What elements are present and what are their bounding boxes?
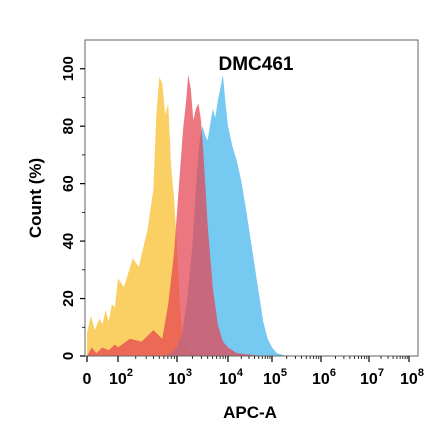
- x-tick-label: 105: [263, 367, 287, 388]
- x-tick-label: 107: [360, 367, 384, 388]
- x-tick-label: 0: [83, 371, 92, 388]
- plot-frame: [84, 39, 419, 357]
- y-tick-label: 100: [60, 56, 77, 81]
- y-axis: 0 20 40 60 80 100: [60, 56, 85, 360]
- y-tick-label: 60: [60, 175, 77, 192]
- y-axis-label: Count (%): [26, 158, 45, 238]
- x-tick-label: 106: [312, 367, 336, 388]
- x-tick-label: 104: [219, 367, 244, 388]
- x-axis-label: APC-A: [223, 403, 277, 422]
- y-tick-label: 20: [60, 290, 77, 307]
- chart-title: DMC461: [219, 54, 294, 75]
- x-axis: 0 102 103 104 105 106 107 108: [83, 356, 424, 388]
- x-tick-label: 108: [400, 367, 424, 388]
- series-area-3: [87, 74, 264, 356]
- y-tick-label: 40: [60, 233, 77, 250]
- y-tick-label: 80: [60, 118, 77, 135]
- plot-area: [87, 74, 287, 357]
- x-tick-label: 103: [168, 367, 192, 388]
- y-tick-label: 0: [60, 352, 77, 360]
- x-tick-label: 102: [109, 367, 133, 388]
